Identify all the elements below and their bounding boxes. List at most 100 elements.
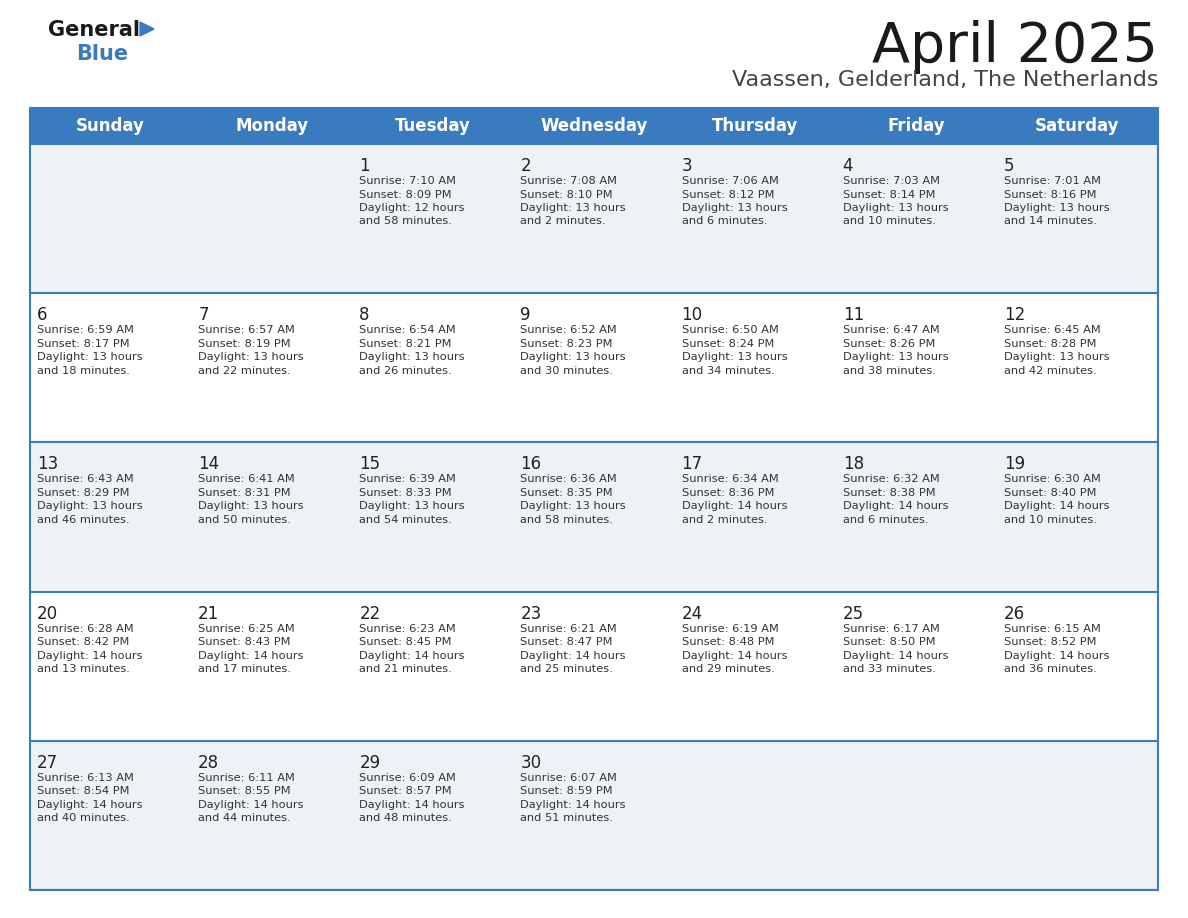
Text: and 14 minutes.: and 14 minutes. — [1004, 217, 1097, 227]
Text: and 34 minutes.: and 34 minutes. — [682, 365, 775, 375]
Text: 5: 5 — [1004, 157, 1015, 175]
Text: Sunrise: 6:57 AM: Sunrise: 6:57 AM — [198, 325, 295, 335]
Text: Sunrise: 6:36 AM: Sunrise: 6:36 AM — [520, 475, 618, 485]
Text: Sunset: 8:23 PM: Sunset: 8:23 PM — [520, 339, 613, 349]
Text: 27: 27 — [37, 754, 58, 772]
Text: 7: 7 — [198, 307, 209, 324]
Bar — [30, 293, 1158, 442]
Text: Sunset: 8:21 PM: Sunset: 8:21 PM — [359, 339, 451, 349]
Text: and 26 minutes.: and 26 minutes. — [359, 365, 451, 375]
Text: and 48 minutes.: and 48 minutes. — [359, 813, 453, 823]
Text: 22: 22 — [359, 605, 380, 622]
Text: 13: 13 — [37, 455, 58, 474]
Text: and 2 minutes.: and 2 minutes. — [520, 217, 606, 227]
Text: Sunset: 8:28 PM: Sunset: 8:28 PM — [1004, 339, 1097, 349]
Text: and 38 minutes.: and 38 minutes. — [842, 365, 936, 375]
Text: Sunrise: 7:03 AM: Sunrise: 7:03 AM — [842, 176, 940, 186]
Text: and 29 minutes.: and 29 minutes. — [682, 664, 775, 674]
Text: and 2 minutes.: and 2 minutes. — [682, 515, 767, 525]
Text: Sunrise: 6:07 AM: Sunrise: 6:07 AM — [520, 773, 618, 783]
Text: Sunrise: 6:47 AM: Sunrise: 6:47 AM — [842, 325, 940, 335]
Text: and 10 minutes.: and 10 minutes. — [1004, 515, 1097, 525]
Text: Daylight: 12 hours: Daylight: 12 hours — [359, 203, 465, 213]
Text: Sunrise: 7:01 AM: Sunrise: 7:01 AM — [1004, 176, 1101, 186]
Text: Sunset: 8:26 PM: Sunset: 8:26 PM — [842, 339, 935, 349]
Text: Sunset: 8:54 PM: Sunset: 8:54 PM — [37, 787, 129, 796]
Polygon shape — [140, 22, 154, 36]
Text: Sunset: 8:47 PM: Sunset: 8:47 PM — [520, 637, 613, 647]
Text: Sunrise: 6:21 AM: Sunrise: 6:21 AM — [520, 623, 618, 633]
Text: Sunrise: 6:43 AM: Sunrise: 6:43 AM — [37, 475, 134, 485]
Text: Daylight: 14 hours: Daylight: 14 hours — [520, 651, 626, 661]
Bar — [30, 144, 1158, 293]
Text: Daylight: 14 hours: Daylight: 14 hours — [359, 800, 465, 810]
Text: and 33 minutes.: and 33 minutes. — [842, 664, 936, 674]
Bar — [30, 108, 1158, 890]
Text: Sunset: 8:29 PM: Sunset: 8:29 PM — [37, 487, 129, 498]
Text: Sunrise: 6:54 AM: Sunrise: 6:54 AM — [359, 325, 456, 335]
Text: Daylight: 13 hours: Daylight: 13 hours — [1004, 203, 1110, 213]
Text: 21: 21 — [198, 605, 220, 622]
Text: Thursday: Thursday — [712, 117, 798, 135]
Text: Daylight: 14 hours: Daylight: 14 hours — [37, 651, 143, 661]
Text: 15: 15 — [359, 455, 380, 474]
Text: Sunset: 8:59 PM: Sunset: 8:59 PM — [520, 787, 613, 796]
Text: and 40 minutes.: and 40 minutes. — [37, 813, 129, 823]
Text: Monday: Monday — [235, 117, 308, 135]
Text: Sunrise: 6:25 AM: Sunrise: 6:25 AM — [198, 623, 295, 633]
Text: 29: 29 — [359, 754, 380, 772]
Text: 24: 24 — [682, 605, 702, 622]
Text: and 21 minutes.: and 21 minutes. — [359, 664, 453, 674]
Text: and 54 minutes.: and 54 minutes. — [359, 515, 453, 525]
Text: Sunrise: 6:39 AM: Sunrise: 6:39 AM — [359, 475, 456, 485]
Text: Daylight: 13 hours: Daylight: 13 hours — [198, 353, 304, 363]
Text: Sunrise: 7:10 AM: Sunrise: 7:10 AM — [359, 176, 456, 186]
Text: 9: 9 — [520, 307, 531, 324]
Text: Sunrise: 6:41 AM: Sunrise: 6:41 AM — [198, 475, 295, 485]
Text: Daylight: 14 hours: Daylight: 14 hours — [682, 501, 788, 511]
Text: Sunset: 8:24 PM: Sunset: 8:24 PM — [682, 339, 773, 349]
Text: Sunrise: 6:23 AM: Sunrise: 6:23 AM — [359, 623, 456, 633]
Text: 26: 26 — [1004, 605, 1025, 622]
Text: Sunset: 8:40 PM: Sunset: 8:40 PM — [1004, 487, 1097, 498]
Text: Sunset: 8:33 PM: Sunset: 8:33 PM — [359, 487, 451, 498]
Text: Daylight: 14 hours: Daylight: 14 hours — [198, 800, 304, 810]
Text: 20: 20 — [37, 605, 58, 622]
Text: and 42 minutes.: and 42 minutes. — [1004, 365, 1097, 375]
Text: General: General — [48, 20, 140, 40]
Text: Sunday: Sunday — [76, 117, 145, 135]
Text: Daylight: 13 hours: Daylight: 13 hours — [842, 203, 948, 213]
Text: Sunset: 8:09 PM: Sunset: 8:09 PM — [359, 189, 451, 199]
Text: 18: 18 — [842, 455, 864, 474]
Text: Sunset: 8:14 PM: Sunset: 8:14 PM — [842, 189, 935, 199]
Text: 16: 16 — [520, 455, 542, 474]
Text: Sunrise: 6:59 AM: Sunrise: 6:59 AM — [37, 325, 134, 335]
Text: Sunrise: 6:19 AM: Sunrise: 6:19 AM — [682, 623, 778, 633]
Text: 12: 12 — [1004, 307, 1025, 324]
Text: 25: 25 — [842, 605, 864, 622]
Text: Daylight: 14 hours: Daylight: 14 hours — [842, 651, 948, 661]
Text: Daylight: 14 hours: Daylight: 14 hours — [1004, 501, 1110, 511]
Text: Sunset: 8:57 PM: Sunset: 8:57 PM — [359, 787, 451, 796]
Text: Daylight: 14 hours: Daylight: 14 hours — [37, 800, 143, 810]
Text: Sunset: 8:35 PM: Sunset: 8:35 PM — [520, 487, 613, 498]
Text: Sunrise: 6:52 AM: Sunrise: 6:52 AM — [520, 325, 618, 335]
Text: Vaassen, Gelderland, The Netherlands: Vaassen, Gelderland, The Netherlands — [732, 70, 1158, 90]
Text: Sunset: 8:17 PM: Sunset: 8:17 PM — [37, 339, 129, 349]
Text: and 25 minutes.: and 25 minutes. — [520, 664, 613, 674]
Text: Sunrise: 6:45 AM: Sunrise: 6:45 AM — [1004, 325, 1100, 335]
Text: Blue: Blue — [76, 44, 128, 64]
Text: 4: 4 — [842, 157, 853, 175]
Text: 6: 6 — [37, 307, 48, 324]
Text: Sunset: 8:36 PM: Sunset: 8:36 PM — [682, 487, 775, 498]
Text: April 2025: April 2025 — [872, 20, 1158, 74]
Text: Daylight: 14 hours: Daylight: 14 hours — [359, 651, 465, 661]
Text: Saturday: Saturday — [1035, 117, 1119, 135]
Text: and 58 minutes.: and 58 minutes. — [359, 217, 453, 227]
Text: 30: 30 — [520, 754, 542, 772]
Text: 23: 23 — [520, 605, 542, 622]
Text: Daylight: 13 hours: Daylight: 13 hours — [842, 353, 948, 363]
Text: 10: 10 — [682, 307, 702, 324]
Text: and 17 minutes.: and 17 minutes. — [198, 664, 291, 674]
Text: Daylight: 14 hours: Daylight: 14 hours — [682, 651, 788, 661]
